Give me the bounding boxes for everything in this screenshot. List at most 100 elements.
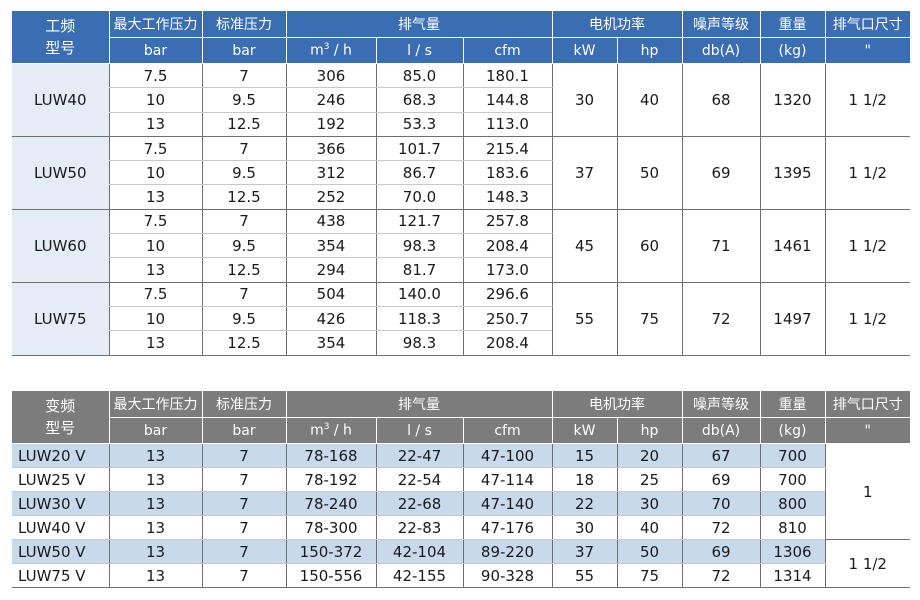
db-cell: 71 — [681, 209, 760, 283]
unit-m3h-sup: 3 — [323, 42, 330, 53]
model-header-line1: 工频 — [45, 17, 76, 35]
table-cell: 306 — [285, 63, 376, 89]
fixed-speed-body: LUW40 7.5 7 306 85.0 180.1 30 40 68 1320 1 1/2 10 9.… — [12, 63, 910, 356]
model-cell: LUW75 V — [12, 563, 109, 588]
table-cell: 101.7 — [375, 136, 463, 162]
table-cell: 7 — [201, 63, 286, 89]
table-row: LUW40 V 13 7 78-300 22-83 47-176 30 40 72 810 — [12, 515, 910, 540]
table-cell: 12.5 — [201, 184, 286, 210]
motor-power-header: 电机功率 — [551, 11, 682, 38]
table-cell: 10 — [108, 306, 202, 332]
table-cell: 183.6 — [462, 160, 552, 186]
table-cell: 7.5 — [108, 282, 202, 307]
table-row: 13 12.5 252 70.0 148.3 — [12, 184, 910, 210]
table-cell: 81.7 — [375, 257, 463, 283]
unit-m3h-base: m — [310, 42, 324, 59]
table-row: 10 9.5 426 118.3 250.7 — [12, 306, 910, 332]
table-cell: 7 — [201, 443, 286, 468]
unit-kw: kW — [551, 417, 617, 444]
table-cell: 7.5 — [108, 63, 202, 89]
table-cell: 9.5 — [201, 160, 286, 186]
db-cell: 69 — [681, 136, 760, 210]
table-cell: 72 — [681, 563, 760, 588]
table-cell: 47-140 — [462, 491, 552, 516]
model-header-line2: 型号 — [45, 39, 76, 57]
table-row: LUW60 7.5 7 438 121.7 257.8 45 60 71 1461 1 1/2 — [12, 209, 910, 283]
table-cell: 700 — [759, 443, 825, 468]
unit-kw: kW — [551, 37, 617, 64]
kg-cell: 1497 — [759, 282, 825, 356]
unit-cfm: cfm — [462, 417, 552, 444]
table-cell: 78-168 — [285, 443, 376, 468]
table-cell: 426 — [285, 306, 376, 332]
table-cell: 208.4 — [462, 233, 552, 259]
table-cell: 438 — [285, 209, 376, 235]
table-cell: 7 — [201, 491, 286, 516]
table-row: LUW25 V 13 7 78-192 22-54 47-114 18 25 69 700 — [12, 467, 910, 492]
table-cell: 13 — [108, 491, 202, 516]
kw-cell: 45 — [551, 209, 617, 283]
table-cell: 22 — [551, 491, 617, 516]
table-cell: 10 — [108, 233, 202, 259]
unit-m3h-base: m — [310, 422, 324, 439]
model-cell: LUW25 V — [12, 467, 109, 492]
air-delivery-header: 排气量 — [285, 11, 552, 38]
table-cell: 9.5 — [201, 306, 286, 332]
model-cell: LUW50 — [12, 136, 109, 210]
outlet-cell: 1 1/2 — [824, 136, 910, 210]
table-cell: 98.3 — [375, 330, 463, 356]
table-cell: 55 — [551, 563, 617, 588]
table-cell: 1314 — [759, 563, 825, 588]
table-cell: 252 — [285, 184, 376, 210]
table-cell: 118.3 — [375, 306, 463, 332]
table-row: 10 9.5 246 68.3 144.8 — [12, 87, 910, 113]
table-cell: 192 — [285, 112, 376, 137]
table-cell: 148.3 — [462, 184, 552, 210]
table-cell: 700 — [759, 467, 825, 492]
model-header: 变频 型号 — [12, 391, 109, 444]
kg-cell: 1395 — [759, 136, 825, 210]
table-cell: 7 — [201, 467, 286, 492]
noise-header: 噪声等级 — [681, 391, 760, 418]
max-pressure-header: 最大工作压力 — [108, 391, 202, 418]
table-cell: 13 — [108, 443, 202, 468]
table-cell: 10 — [108, 87, 202, 113]
table-cell: 121.7 — [375, 209, 463, 235]
table-cell: 47-100 — [462, 443, 552, 468]
table-cell: 18 — [551, 467, 617, 492]
table-cell: 22-54 — [375, 467, 463, 492]
table-cell: 10 — [108, 160, 202, 186]
table-cell: 144.8 — [462, 87, 552, 113]
table-cell: 70 — [681, 491, 760, 516]
fixed-speed-spec-table: 工频 型号 最大工作压力 标准压力 排气量 电机功率 噪声等级 重量 排气口尺寸… — [12, 11, 910, 356]
table-cell: 22-68 — [375, 491, 463, 516]
table-cell: 9.5 — [201, 233, 286, 259]
table-row: 13 12.5 354 98.3 208.4 — [12, 330, 910, 356]
table-cell: 85.0 — [375, 63, 463, 89]
table-cell: 296.6 — [462, 282, 552, 307]
unit-kg: (kg) — [759, 417, 825, 444]
table-row: LUW20 V 13 7 78-168 22-47 47-100 15 20 67 700 1 — [12, 443, 910, 540]
hp-cell: 75 — [616, 282, 682, 356]
table-cell: 72 — [681, 515, 760, 540]
db-cell: 68 — [681, 63, 760, 137]
table-row: 10 9.5 354 98.3 208.4 — [12, 233, 910, 259]
table-cell: 13 — [108, 515, 202, 540]
model-cell: LUW30 V — [12, 491, 109, 516]
table-row: 13 12.5 294 81.7 173.0 — [12, 257, 910, 283]
table-cell: 47-176 — [462, 515, 552, 540]
table-cell: 30 — [616, 491, 682, 516]
table-row: LUW50 7.5 7 366 101.7 215.4 37 50 69 1395 1 1/2 — [12, 136, 910, 210]
table-row: 13 12.5 192 53.3 113.0 — [12, 112, 910, 137]
unit-db: db(A) — [681, 417, 760, 444]
model-cell: LUW50 V — [12, 539, 109, 564]
model-header-line1: 变频 — [45, 397, 76, 415]
table-row: LUW40 7.5 7 306 85.0 180.1 30 40 68 1320 1 1/2 — [12, 63, 910, 137]
table-cell: 13 — [108, 257, 202, 283]
table-cell: 810 — [759, 515, 825, 540]
hp-cell: 60 — [616, 209, 682, 283]
table-cell: 12.5 — [201, 112, 286, 137]
table-cell: 70.0 — [375, 184, 463, 210]
table-cell: 68.3 — [375, 87, 463, 113]
table-cell: 98.3 — [375, 233, 463, 259]
